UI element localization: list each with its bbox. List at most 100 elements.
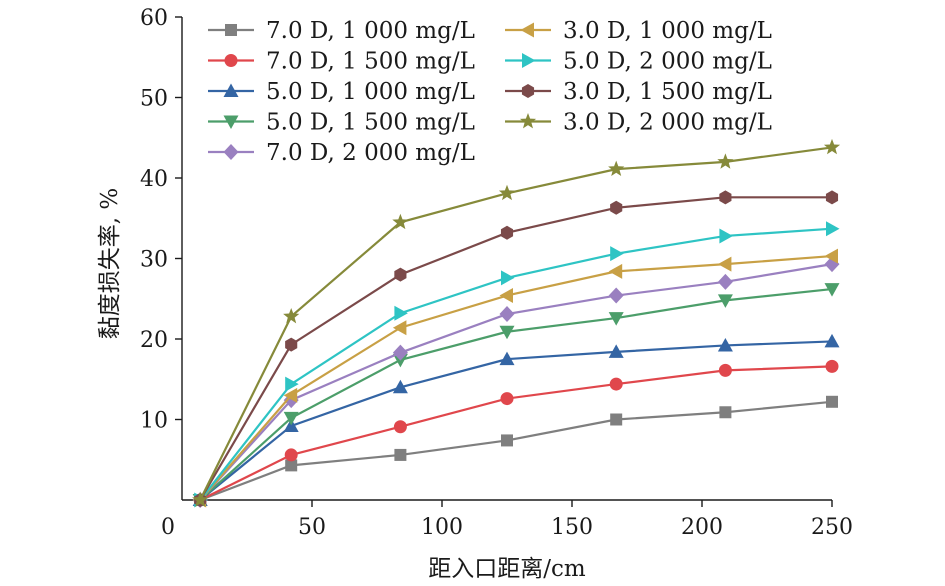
data-point xyxy=(499,306,515,323)
series-group xyxy=(192,138,841,508)
data-point xyxy=(499,288,513,304)
x-tick-label: 50 xyxy=(298,515,326,540)
data-point xyxy=(285,337,298,352)
data-point xyxy=(825,190,839,205)
data-point xyxy=(608,287,624,304)
legend-label: 5.0 D, 1 500 mg/L xyxy=(266,110,475,136)
legend-marker xyxy=(519,113,537,129)
x-axis-title: 距入口距离/cm xyxy=(428,556,586,582)
axes: 10 20 30 40 50 60 0 50 100 150 200 250 距入口距离/cm 黏度损失率… xyxy=(97,6,853,582)
series-line xyxy=(199,365,833,501)
data-point xyxy=(717,294,733,308)
x-tick-label: 0 xyxy=(161,515,175,540)
data-point xyxy=(718,363,732,377)
data-point xyxy=(500,225,514,240)
data-point xyxy=(608,160,625,177)
data-point xyxy=(825,359,839,373)
y-tick-label: 50 xyxy=(140,87,168,112)
legend-marker xyxy=(223,83,239,97)
legend-item-1: 7.0 D, 1 000 mg/L xyxy=(208,18,475,44)
data-point xyxy=(285,459,298,472)
legend-marker xyxy=(522,53,536,68)
legend-item-8: 3.0 D, 1 500 mg/L xyxy=(505,79,772,105)
legend-marker xyxy=(224,54,238,67)
legend-marker xyxy=(223,115,239,129)
data-point xyxy=(826,395,838,408)
legend-marker xyxy=(225,24,237,36)
data-point xyxy=(608,344,624,358)
y-tick-label: 10 xyxy=(140,409,168,434)
series-3 xyxy=(192,333,840,506)
data-point xyxy=(500,392,514,406)
legend-label: 3.0 D, 1 000 mg/L xyxy=(563,18,772,44)
legend-label: 3.0 D, 1 500 mg/L xyxy=(563,79,772,105)
y-axis-title: 黏度损失率, % xyxy=(97,188,123,339)
legend-label: 7.0 D, 1 500 mg/L xyxy=(266,49,475,75)
x-tick-label: 200 xyxy=(681,515,723,540)
data-point xyxy=(609,377,623,391)
legend-marker xyxy=(520,22,534,38)
data-point xyxy=(392,320,407,336)
data-point xyxy=(610,200,623,215)
data-point xyxy=(610,413,623,426)
legend-item-5: 7.0 D, 2 000 mg/L xyxy=(208,140,475,166)
data-point xyxy=(285,376,299,392)
data-point xyxy=(392,344,408,361)
x-tick-label: 150 xyxy=(551,515,593,540)
legend: 7.0 D, 1 000 mg/L 7.0 D, 1 500 mg/L 5.0 D,… xyxy=(208,18,772,166)
data-point xyxy=(499,351,515,366)
data-point xyxy=(717,256,732,272)
legend-label: 3.0 D, 2 000 mg/L xyxy=(563,110,772,136)
data-point xyxy=(824,248,838,264)
x-tick-label: 100 xyxy=(421,515,463,540)
legend-item-4: 5.0 D, 1 500 mg/L xyxy=(208,110,475,136)
data-point xyxy=(394,267,407,282)
legend-item-6: 3.0 D, 1 000 mg/L xyxy=(505,18,772,44)
data-point xyxy=(501,434,513,447)
data-point xyxy=(394,305,408,321)
legend-marker xyxy=(223,144,239,160)
data-point xyxy=(717,273,733,290)
legend-label: 5.0 D, 1 000 mg/L xyxy=(266,79,475,105)
legend-item-2: 7.0 D, 1 500 mg/L xyxy=(208,49,475,75)
data-point xyxy=(284,448,298,462)
data-point xyxy=(393,420,407,434)
data-point xyxy=(719,190,732,205)
y-tick-label: 30 xyxy=(140,248,168,273)
legend-item-3: 5.0 D, 1 000 mg/L xyxy=(208,79,475,105)
y-tick-label: 60 xyxy=(140,6,168,31)
y-tick-label: 20 xyxy=(140,328,168,353)
data-point xyxy=(501,270,515,286)
data-point xyxy=(283,387,298,403)
data-point xyxy=(608,263,623,279)
y-tick-label: 40 xyxy=(140,167,168,192)
data-point xyxy=(824,333,840,348)
series-line xyxy=(199,146,833,501)
series-9 xyxy=(192,138,841,507)
data-point xyxy=(717,337,733,352)
data-point xyxy=(608,312,624,326)
data-point xyxy=(283,411,299,426)
data-point xyxy=(826,221,840,237)
data-point xyxy=(192,491,209,507)
data-point xyxy=(392,379,408,394)
data-point xyxy=(824,283,840,297)
data-point xyxy=(392,213,409,230)
series-7 xyxy=(194,221,840,508)
legend-marker xyxy=(521,84,535,98)
data-point xyxy=(719,228,733,244)
x-tick-label: 250 xyxy=(811,515,853,540)
data-point xyxy=(498,184,516,201)
data-point xyxy=(823,138,841,155)
data-point xyxy=(719,406,732,419)
data-point xyxy=(283,307,300,324)
data-point xyxy=(499,325,515,340)
data-point xyxy=(394,448,407,461)
legend-item-9: 3.0 D, 2 000 mg/L xyxy=(505,110,772,136)
legend-label: 5.0 D, 2 000 mg/L xyxy=(563,49,772,75)
legend-label: 7.0 D, 2 000 mg/L xyxy=(266,140,475,166)
legend-label: 7.0 D, 1 000 mg/L xyxy=(266,18,475,44)
data-point xyxy=(717,153,734,169)
